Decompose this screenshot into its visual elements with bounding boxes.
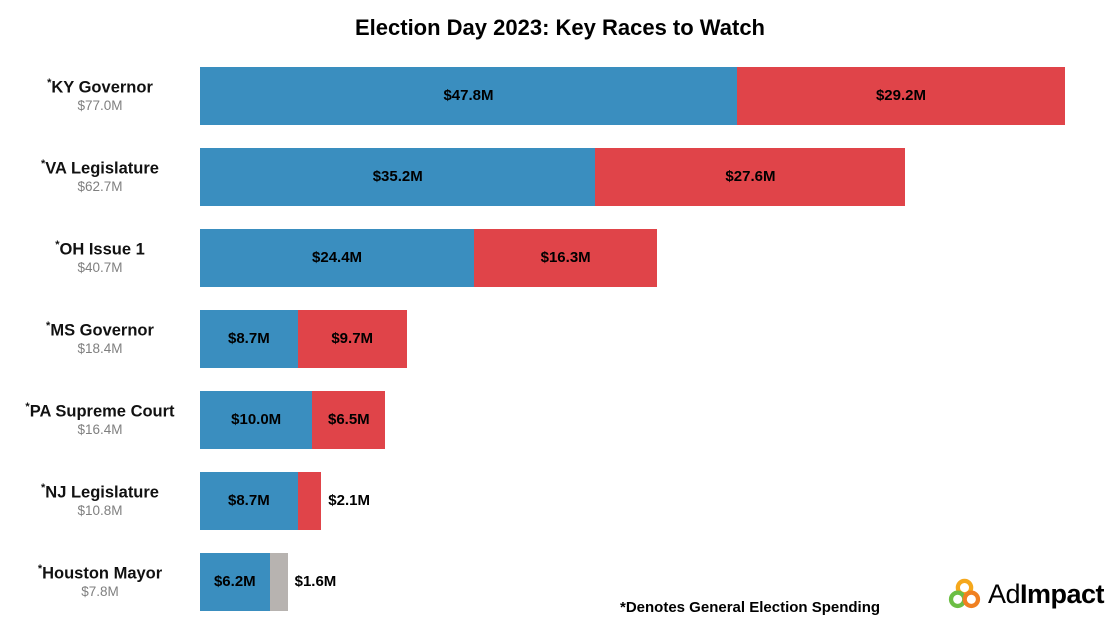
adimpact-logo-icon	[948, 578, 981, 609]
bar-segment-red: $27.6M	[595, 147, 906, 206]
chart-row: *PA Supreme Court $16.4M $10.0M $6.5M	[0, 379, 1065, 460]
footnote: *Denotes General Election Spending	[620, 599, 881, 616]
chart-row: *MS Governor $18.4M $8.7M $9.7M	[0, 298, 1065, 379]
logo-ring-green	[948, 590, 967, 609]
race-total: $40.7M	[77, 260, 123, 276]
bar-segment-red: $16.3M	[474, 228, 658, 287]
race-label: *PA Supreme Court $16.4M	[0, 401, 200, 438]
race-bar: $10.0M $6.5M	[200, 390, 1065, 449]
race-name: *NJ Legislature	[41, 482, 159, 502]
chart-row: *OH Issue 1 $40.7M $24.4M $16.3M	[0, 217, 1065, 298]
race-total: $18.4M	[77, 341, 123, 357]
logo-ring-orange	[962, 590, 981, 609]
race-name: *VA Legislature	[41, 158, 159, 178]
race-label: *KY Governor $77.0M	[0, 77, 200, 114]
asterisk: *	[25, 401, 30, 413]
race-bar: $24.4M $16.3M	[200, 228, 1065, 287]
segment-value-label: $24.4M	[312, 249, 363, 266]
bar-segment-blue: $47.8M	[200, 66, 737, 125]
asterisk: *	[55, 239, 60, 251]
race-total: $10.8M	[77, 503, 123, 519]
race-bar: $8.7M $2.1M	[200, 471, 1065, 530]
asterisk: *	[37, 563, 43, 575]
bar-segment-blue: $8.7M	[200, 309, 298, 368]
adimpact-logo-text: AdImpact	[987, 579, 1105, 610]
segment-value-label: $6.2M	[213, 573, 256, 590]
segment-value-label: $6.5M	[327, 411, 370, 428]
asterisk: *	[41, 158, 46, 170]
bar-segment-blue: $8.7M	[200, 471, 298, 530]
race-total: $16.4M	[77, 422, 123, 438]
bar-segment-blue: $10.0M	[200, 390, 313, 449]
race-bar: $35.2M $27.6M	[200, 147, 1065, 206]
segment-value-label: $8.7M	[228, 330, 270, 347]
race-label: *Houston Mayor $7.8M	[0, 563, 200, 600]
chart-row: *KY Governor $77.0M $47.8M $29.2M	[0, 55, 1065, 136]
chart-row: *VA Legislature $62.7M $35.2M $27.6M	[0, 136, 1065, 217]
segment-value-label: $2.1M	[328, 492, 370, 509]
race-total: $7.8M	[81, 584, 119, 600]
race-name: *PA Supreme Court	[25, 401, 175, 421]
race-name: *MS Governor	[46, 320, 154, 340]
logo-text-ad: Ad	[987, 579, 1021, 609]
segment-value-label: $9.7M	[331, 330, 374, 347]
segment-value-label: $47.8M	[443, 87, 494, 104]
race-bar: $47.8M $29.2M	[200, 66, 1065, 125]
chart-row: *NJ Legislature $10.8M $8.7M $2.1M	[0, 460, 1065, 541]
race-name: *KY Governor	[47, 77, 153, 97]
chart-rows: *KY Governor $77.0M $47.8M $29.2M *VA Legisl…	[0, 55, 1120, 622]
segment-value-label: $1.6M	[294, 573, 337, 590]
segment-value-label: $27.6M	[725, 168, 776, 185]
race-label: *MS Governor $18.4M	[0, 320, 200, 357]
bar-segment-red	[297, 471, 322, 530]
chart-title: Election Day 2023: Key Races to Watch	[354, 15, 765, 40]
race-name: *OH Issue 1	[55, 239, 145, 259]
race-label: *VA Legislature $62.7M	[0, 158, 200, 195]
race-name: *Houston Mayor	[37, 563, 163, 583]
bar-segment-blue: $6.2M	[200, 552, 270, 611]
race-label: *NJ Legislature $10.8M	[0, 482, 200, 519]
race-label: *OH Issue 1 $40.7M	[0, 239, 200, 276]
segment-value-label: $10.0M	[231, 411, 282, 428]
chart-row: *Houston Mayor $7.8M $6.2M $1.6M	[0, 541, 1065, 622]
bar-segment-red: $6.5M	[312, 390, 386, 449]
segment-value-label: $8.7M	[228, 492, 270, 509]
bar-segment-gray	[269, 552, 288, 611]
asterisk: *	[41, 482, 46, 494]
race-total: $62.7M	[77, 179, 123, 195]
asterisk: *	[46, 320, 51, 332]
segment-value-label: $35.2M	[372, 168, 423, 185]
bar-segment-blue: $35.2M	[200, 147, 596, 206]
adimpact-logo: AdImpact	[946, 576, 1105, 613]
race-bar: $8.7M $9.7M	[200, 309, 1065, 368]
bar-segment-red: $9.7M	[297, 309, 407, 368]
asterisk: *	[47, 77, 52, 89]
race-bar: $6.2M $1.6M	[200, 552, 1065, 611]
segment-value-label: $16.3M	[540, 249, 591, 266]
bar-segment-red: $29.2M	[736, 66, 1065, 125]
logo-text-impact: Impact	[1019, 579, 1105, 609]
segment-value-label: $29.2M	[875, 87, 926, 104]
bar-segment-blue: $24.4M	[200, 228, 475, 287]
race-total: $77.0M	[77, 98, 123, 114]
